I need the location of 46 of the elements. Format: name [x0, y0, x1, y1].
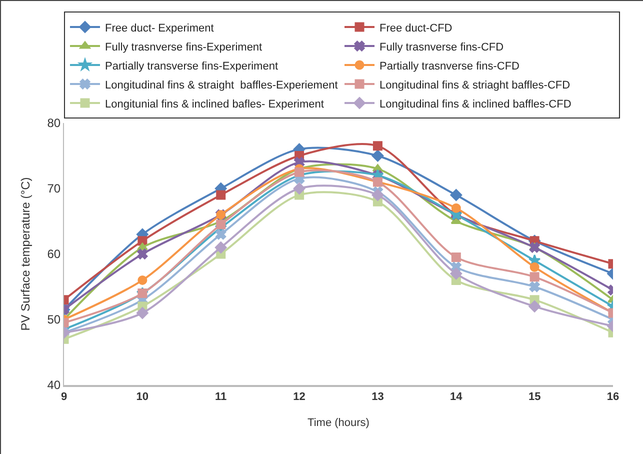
point: [294, 167, 304, 177]
legend-label: Free duct- Experiment: [105, 22, 214, 34]
y-axis-title: PV Surface temperature (°C): [18, 177, 33, 331]
legend-label: Longitudinal fins & striaght baffles-CFD: [380, 79, 570, 92]
legend-label: Partially trasnverse fins-CFD: [380, 60, 520, 72]
x-tick-label: 15: [528, 391, 541, 404]
point: [451, 203, 461, 213]
x-tick-label: 11: [215, 391, 227, 404]
y-tick-label: 50: [47, 312, 61, 327]
point: [529, 242, 540, 253]
y-tick-label: 70: [47, 182, 61, 196]
legend-label: Longitudinal fins & straight baffles-Experiement: [105, 79, 338, 92]
legend-label: Fully trasnverse fins-Experiment: [105, 41, 262, 54]
point: [530, 262, 540, 272]
point: [216, 220, 226, 230]
legend-label: Free duct-CFD: [380, 22, 452, 34]
point: [528, 300, 541, 312]
point: [214, 242, 227, 254]
point: [293, 182, 306, 194]
legend-label: Longitunial fins & inclined bafles- Experiment: [105, 98, 324, 110]
point: [372, 150, 384, 162]
point: [216, 229, 226, 240]
point: [530, 272, 540, 282]
x-tick-label: 10: [136, 391, 149, 404]
x-tick-label: 14: [450, 391, 464, 404]
y-tick-label: 60: [47, 247, 61, 262]
point: [137, 248, 148, 260]
point: [451, 252, 461, 262]
point: [136, 307, 148, 319]
x-tick-label: 16: [606, 391, 620, 404]
point: [450, 268, 462, 280]
legend-label: Fully trasnverse fins-CFD: [380, 41, 504, 54]
point: [450, 189, 462, 201]
y-tick-label: 40: [47, 378, 61, 392]
x-tick-label: 12: [293, 391, 306, 404]
x-axis-title: Time (hours): [308, 416, 370, 429]
point: [372, 189, 384, 201]
point: [372, 141, 382, 151]
point: [529, 281, 540, 292]
legend-label: Longitudinal fins & inclined baffles-CFD: [380, 98, 572, 110]
y-tick-label: 80: [47, 116, 61, 130]
point: [138, 275, 148, 285]
point: [216, 190, 226, 200]
legend-label: Partially transverse fins-Experiment: [105, 60, 278, 72]
x-tick-label: 13: [372, 391, 384, 404]
x-tick-label: 9: [60, 391, 68, 404]
